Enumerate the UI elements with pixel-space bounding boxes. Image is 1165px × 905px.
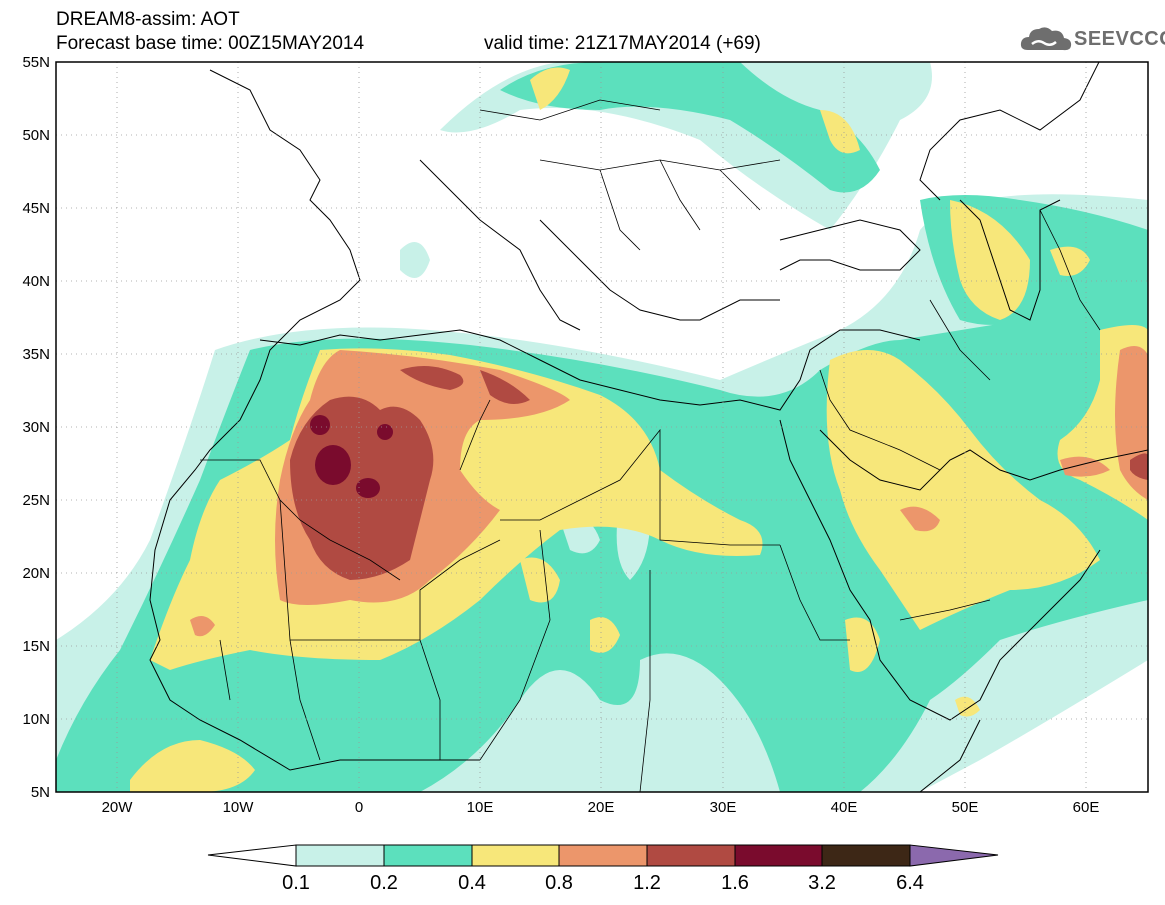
lat-label: 15N bbox=[22, 638, 50, 655]
lat-label: 40N bbox=[22, 273, 50, 290]
colorbar bbox=[207, 844, 999, 867]
colorbar-segment bbox=[471, 844, 560, 867]
colorbar-segment bbox=[295, 844, 385, 867]
valid-time: valid time: 21Z17MAY2014 (+69) bbox=[484, 33, 761, 54]
lat-label: 55N bbox=[22, 54, 50, 71]
logo-text: SEEVCCC bbox=[1074, 28, 1165, 50]
colorbar-segment bbox=[646, 844, 736, 867]
colorbar-label: 0.4 bbox=[458, 872, 486, 894]
coastlines bbox=[149, 62, 1148, 792]
map-frame bbox=[55, 61, 1149, 793]
lat-label: 5N bbox=[31, 784, 50, 801]
longitude-labels: 20W 10W 0 10E 20E 30E 40E 50E 60E bbox=[102, 799, 1100, 816]
country-borders bbox=[200, 99, 1101, 792]
lon-label: 60E bbox=[1073, 799, 1100, 816]
map-area bbox=[56, 62, 1148, 792]
colorbar-underflow-triangle bbox=[207, 844, 297, 867]
colorbar-label: 0.8 bbox=[545, 872, 573, 894]
colorbar-label: 1.2 bbox=[633, 872, 661, 894]
map-title: DREAM8-assim: AOT bbox=[56, 9, 240, 30]
colorbar-label: 3.2 bbox=[808, 872, 836, 894]
lat-label: 10N bbox=[22, 711, 50, 728]
lat-label: 25N bbox=[22, 492, 50, 509]
colorbar-segment bbox=[383, 844, 473, 867]
lon-label: 0 bbox=[355, 799, 363, 816]
colorbar-label: 0.1 bbox=[282, 872, 310, 894]
colorbar-overflow-triangle bbox=[909, 844, 999, 867]
colorbar-segment bbox=[734, 844, 823, 867]
lon-label: 30E bbox=[710, 799, 737, 816]
cloud-icon bbox=[1020, 27, 1072, 51]
lat-label: 45N bbox=[22, 200, 50, 217]
colorbar-label: 0.2 bbox=[370, 872, 398, 894]
lat-label: 50N bbox=[22, 127, 50, 144]
colorbar-segment bbox=[558, 844, 648, 867]
lon-label: 50E bbox=[952, 799, 979, 816]
latitude-labels: 55N 50N 45N 40N 35N 30N 25N 20N 15N 10N … bbox=[22, 54, 50, 801]
aot-field-1.6 bbox=[310, 415, 393, 498]
colorbar-label: 6.4 bbox=[896, 872, 924, 894]
lat-label: 30N bbox=[22, 419, 50, 436]
colorbar-segment bbox=[821, 844, 911, 867]
forecast-base-time: Forecast base time: 00Z15MAY2014 bbox=[56, 33, 365, 54]
lon-label: 10W bbox=[223, 799, 255, 816]
seevccc-logo: SEEVCCC bbox=[1018, 22, 1165, 56]
lat-label: 20N bbox=[22, 565, 50, 582]
lon-label: 20W bbox=[102, 799, 134, 816]
grid-lines bbox=[56, 62, 1148, 792]
lon-label: 20E bbox=[588, 799, 615, 816]
colorbar-label: 1.6 bbox=[721, 872, 749, 894]
lon-label: 40E bbox=[831, 799, 858, 816]
lat-label: 35N bbox=[22, 346, 50, 363]
lon-label: 10E bbox=[467, 799, 494, 816]
